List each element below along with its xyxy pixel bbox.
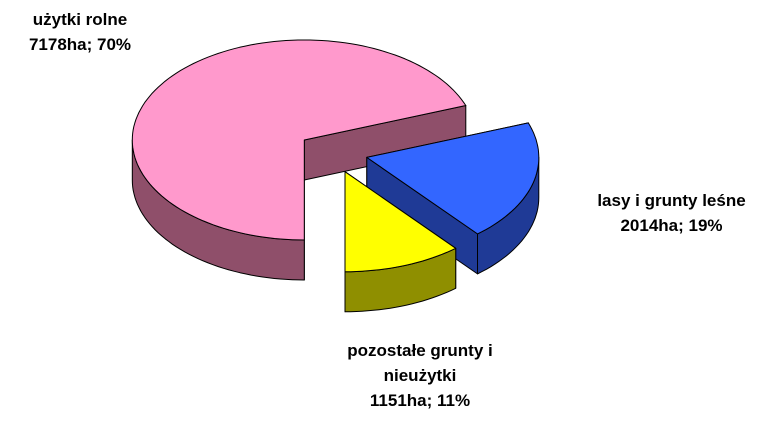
category-name: pozostałe grunty i nieużytki (347, 341, 493, 385)
pie-slice (131, 39, 467, 281)
slice-top (366, 122, 540, 235)
category-name: lasy i grunty leśne (597, 191, 746, 210)
pie-slice (344, 171, 457, 313)
slice-top (344, 171, 457, 273)
slice-top (131, 39, 467, 241)
value-label: 1151ha; 11% (369, 391, 471, 410)
slice-label: użytki rolne 7178ha; 70% (0, 7, 160, 57)
slice-label: pozostałe grunty i nieużytki 1151ha; 11% (290, 338, 550, 413)
value-label: 7178ha; 70% (28, 35, 132, 54)
slice-label: lasy i grunty leśne 2014ha; 19% (560, 188, 783, 238)
category-name: użytki rolne (32, 10, 128, 29)
value-label: 2014ha; 19% (620, 216, 723, 235)
